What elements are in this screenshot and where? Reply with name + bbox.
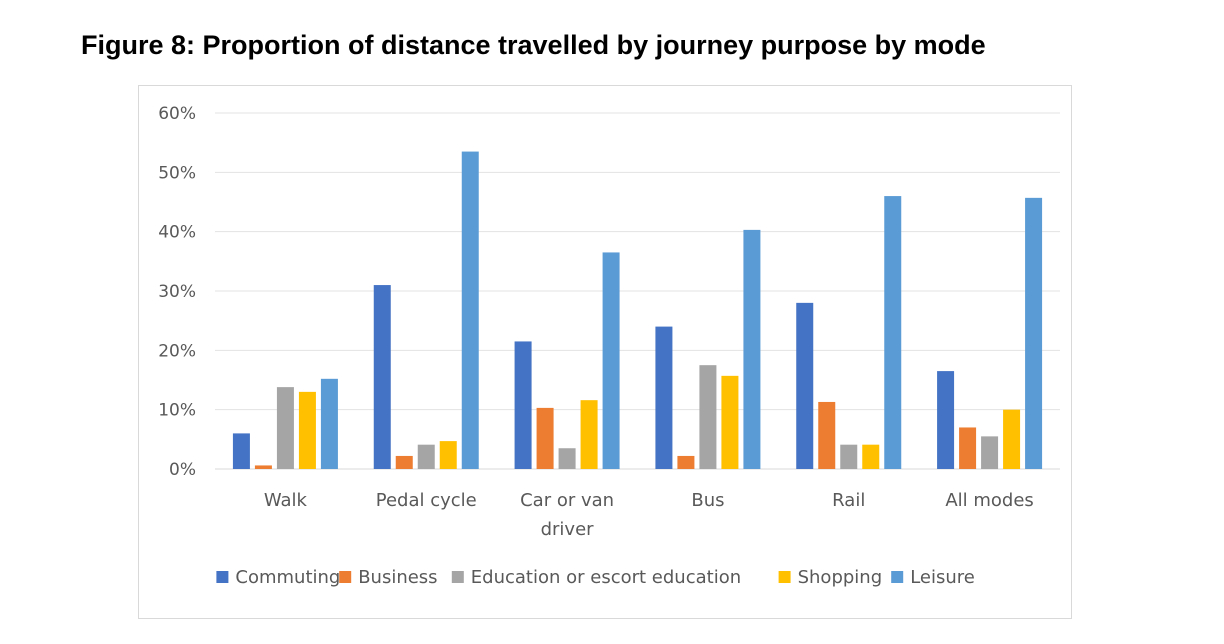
legend-label: Education or escort education [471,567,741,588]
y-tick-label: 50% [158,163,196,183]
legend-swatch [891,571,904,583]
bar-commuting [655,326,673,469]
legend-swatch [451,571,464,583]
category-label: driver [541,519,595,540]
legend-swatch [216,571,229,583]
y-tick-label: 60% [158,104,196,124]
bar-commuting [796,302,814,469]
bar-business [254,465,272,469]
bar-business [536,407,554,469]
bar-business [959,427,977,469]
bar-education-or-escort-education [840,444,858,469]
bar-shopping [721,375,739,469]
category-label: Bus [691,490,724,511]
bar-shopping [580,400,598,469]
bar-leisure [1025,197,1043,469]
bar-shopping [862,444,880,469]
legend-label: Shopping [798,567,883,588]
bar-shopping [439,441,457,469]
category-label: All modes [945,490,1033,511]
bar-commuting [373,285,391,469]
bar-leisure [461,151,479,470]
category-label: Car or van [520,490,614,511]
y-tick-label: 10% [158,401,196,421]
bar-business [677,455,695,469]
legend-label: Business [358,567,437,588]
legend-label: Leisure [910,567,975,588]
legend-swatch [778,571,791,583]
bar-education-or-escort-education [558,448,576,469]
bar-business [818,401,836,469]
category-label: Walk [264,490,308,511]
bar-commuting [514,341,532,469]
y-tick-label: 30% [158,282,196,302]
category-label: Pedal cycle [376,490,477,511]
legend-swatch [339,571,352,583]
bar-leisure [884,196,902,470]
bar-education-or-escort-education [699,365,717,469]
bar-leisure [320,378,338,469]
bar-shopping [298,391,316,469]
bar-shopping [1003,409,1021,469]
bar-business [395,455,413,469]
bar-education-or-escort-education [276,387,294,469]
figure-title: Figure 8: Proportion of distance travell… [81,30,986,60]
bar-education-or-escort-education [981,436,999,469]
bar-commuting [937,371,955,469]
bar-commuting [232,433,250,469]
legend-label: Commuting [235,567,340,588]
y-tick-label: 40% [158,223,196,243]
bar-leisure [602,252,620,469]
category-label: Rail [832,490,865,511]
y-tick-label: 20% [158,341,196,361]
bar-leisure [743,229,761,469]
bar-education-or-escort-education [417,444,435,469]
y-tick-label: 0% [169,460,196,480]
